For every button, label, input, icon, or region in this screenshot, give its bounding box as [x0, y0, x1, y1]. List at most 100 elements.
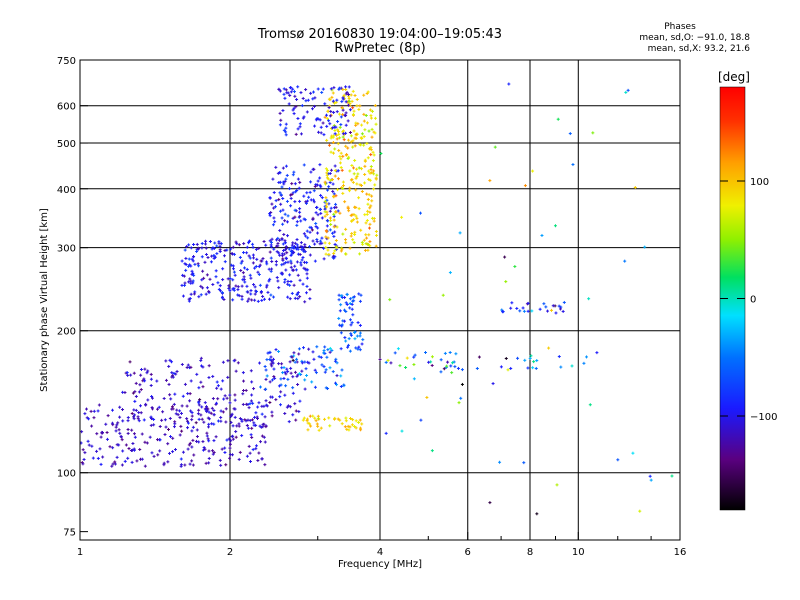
data-point	[341, 88, 345, 92]
data-point	[170, 371, 174, 375]
data-point	[339, 331, 343, 335]
data-point	[336, 128, 340, 132]
data-point	[254, 247, 258, 251]
data-point	[308, 253, 312, 257]
data-point	[405, 356, 409, 360]
data-point	[98, 447, 102, 451]
data-point	[314, 222, 318, 226]
data-point	[173, 422, 177, 426]
data-point	[358, 252, 362, 256]
data-point	[309, 91, 313, 95]
data-point	[314, 183, 318, 187]
data-point	[215, 244, 219, 248]
data-point	[285, 251, 289, 255]
data-point	[231, 437, 235, 441]
y-tick-label: 750	[57, 56, 76, 67]
data-point	[212, 413, 216, 417]
data-point	[553, 224, 557, 228]
data-point	[522, 461, 526, 465]
data-point	[168, 416, 172, 420]
data-point	[111, 446, 115, 450]
data-point	[194, 421, 198, 425]
data-point	[126, 427, 130, 431]
data-point	[315, 205, 319, 209]
data-point	[419, 418, 423, 422]
data-point	[360, 190, 364, 194]
data-point	[333, 147, 337, 151]
data-point	[341, 186, 345, 190]
data-point	[152, 417, 156, 421]
data-point	[200, 278, 204, 282]
data-point	[260, 298, 264, 302]
data-point	[202, 445, 206, 449]
data-point	[257, 451, 261, 455]
data-point	[582, 361, 586, 365]
data-point	[201, 440, 205, 444]
data-point	[258, 361, 262, 365]
data-point	[337, 86, 341, 90]
data-point	[118, 431, 122, 435]
data-point	[218, 458, 222, 462]
data-point	[142, 377, 146, 381]
data-point	[219, 463, 223, 467]
data-point	[557, 355, 561, 359]
data-point	[304, 234, 308, 238]
data-point	[638, 509, 642, 513]
data-point	[176, 413, 180, 417]
data-point	[448, 351, 452, 355]
data-point	[291, 241, 295, 245]
data-point	[126, 416, 130, 420]
data-point	[120, 438, 124, 442]
data-point	[286, 282, 290, 286]
data-point	[162, 463, 166, 467]
data-point	[359, 293, 363, 297]
data-point	[515, 306, 519, 310]
data-point	[340, 100, 344, 104]
data-point	[241, 371, 245, 375]
data-point	[326, 219, 330, 223]
data-point	[325, 138, 329, 142]
phase-stats: Phases mean, sd,O: −91.0, 18.8 mean, sd,…	[610, 22, 750, 55]
data-point	[211, 246, 215, 250]
data-point	[340, 368, 344, 372]
data-point	[303, 300, 307, 304]
data-point	[299, 219, 303, 223]
data-point	[341, 129, 345, 133]
data-point	[354, 214, 358, 218]
data-point	[230, 412, 234, 416]
data-point	[99, 435, 103, 439]
data-point	[250, 426, 254, 430]
data-point	[372, 187, 376, 191]
data-point	[297, 352, 301, 356]
data-point	[221, 360, 225, 364]
y-tick-label: 300	[57, 244, 76, 255]
data-point	[348, 417, 352, 421]
data-point	[215, 252, 219, 256]
data-point	[231, 287, 235, 291]
data-point	[333, 132, 337, 136]
data-point	[499, 365, 503, 369]
data-point	[542, 302, 546, 306]
data-point	[289, 204, 293, 208]
data-point	[518, 309, 522, 313]
data-point	[121, 390, 125, 394]
data-point	[304, 201, 308, 205]
data-point	[206, 255, 210, 259]
data-point	[190, 459, 194, 463]
data-point	[286, 234, 290, 238]
data-point	[334, 125, 338, 129]
data-point	[258, 424, 262, 428]
data-point	[202, 276, 206, 280]
data-point	[350, 99, 354, 103]
data-point	[208, 240, 212, 244]
phase-stats-o: mean, sd,O: −91.0, 18.8	[639, 33, 750, 43]
data-point	[374, 233, 378, 237]
data-point	[201, 448, 205, 452]
data-point	[185, 366, 189, 370]
data-point	[310, 380, 314, 384]
data-point	[229, 247, 233, 251]
data-point	[243, 280, 247, 284]
data-point	[215, 386, 219, 390]
data-point	[299, 244, 303, 248]
